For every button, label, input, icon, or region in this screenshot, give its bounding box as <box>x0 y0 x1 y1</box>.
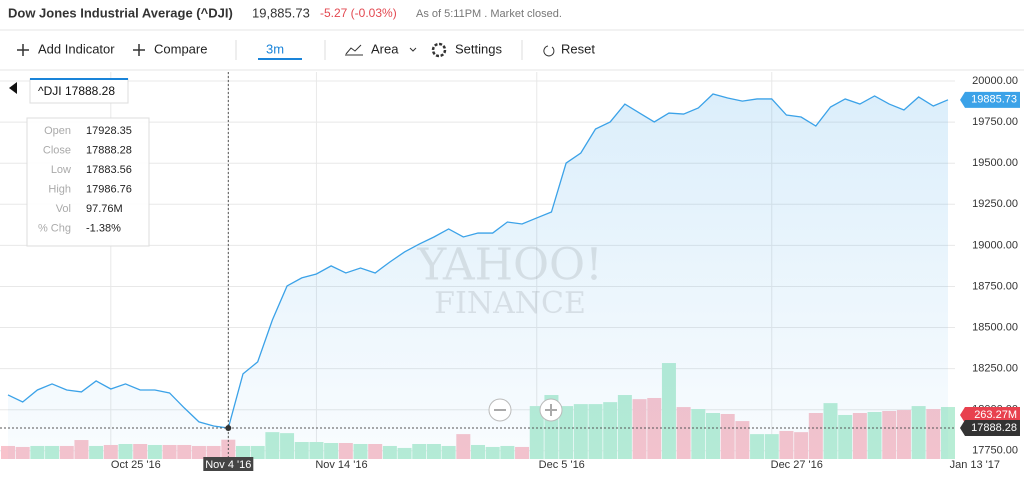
icon <box>133 44 145 56</box>
tooltip-label: Close <box>43 144 71 156</box>
icon <box>543 45 555 57</box>
tooltip-head <box>29 78 129 104</box>
tooltip-label: High <box>48 183 71 195</box>
last-tag <box>960 91 1020 108</box>
tooltip-label: Vol <box>56 203 71 215</box>
tooltip-label: % Chg <box>38 222 71 234</box>
volume-value: 263.27M <box>974 409 1017 421</box>
compare[interactable]: Compare <box>154 41 207 56</box>
watermark: YAHOO! FINANCE <box>416 240 603 322</box>
x-tick-label: Jan 13 '17 <box>950 459 1000 471</box>
x-tick-label: Nov 14 '16 <box>315 459 367 471</box>
tooltip: ^DJI 17888.28 Open 17928.35 Close 17888.28 L… <box>26 78 150 247</box>
watermark-text: YAHOO! <box>416 240 603 291</box>
x-tick-highlight <box>203 457 254 471</box>
range[interactable]: 3m <box>266 41 284 56</box>
line <box>7 93 949 429</box>
tooltip-label: Low <box>51 164 71 176</box>
y-tick-label: 19000.00 <box>972 239 1018 251</box>
x-tick-label: Dec 27 '16 <box>771 459 823 471</box>
area <box>8 94 948 459</box>
crosshair-value: 17888.28 <box>971 422 1017 434</box>
header-price: 19,885.73 <box>252 5 310 20</box>
tooltip-value: 17883.56 <box>86 164 132 176</box>
y-tick-label: 17750.00 <box>972 445 1018 457</box>
tooltip-value: 17888.28 <box>86 144 132 156</box>
y-tick-label: 18250.00 <box>972 363 1018 375</box>
y-tick-label: 20000.00 <box>972 75 1018 87</box>
tooltip-box <box>26 117 150 247</box>
toolbar: Add Indicator Compare 3m Area Settings R… <box>17 40 595 60</box>
settings[interactable]: Settings <box>455 41 502 56</box>
tooltip-title: ^DJI 17888.28 <box>38 84 115 98</box>
scroll-left[interactable] <box>9 82 17 94</box>
icon <box>431 42 447 58</box>
icon <box>409 47 417 52</box>
plot <box>0 72 955 459</box>
header-title: Dow Jones Industrial Average (^DJI) <box>8 5 233 20</box>
last-value: 19885.73 <box>971 94 1017 106</box>
add-indicator[interactable]: Add Indicator <box>38 41 115 56</box>
tooltip-value: 17928.35 <box>86 125 132 137</box>
x-tick-label: Nov 4 '16 <box>205 459 251 471</box>
y-tick-label: 19500.00 <box>972 157 1018 169</box>
volume-tag <box>960 407 1020 424</box>
header-status: As of 5:11PM . Market closed. <box>416 8 562 20</box>
icon <box>17 44 29 56</box>
crosshair-tag <box>960 420 1020 437</box>
chart-type[interactable]: Area <box>371 41 399 56</box>
crosshair-dot <box>225 425 232 432</box>
reset[interactable]: Reset <box>561 41 595 56</box>
tooltip-value: 17986.76 <box>86 183 132 195</box>
tooltip-value: -1.38% <box>86 222 121 234</box>
watermark-text: FINANCE <box>434 286 586 321</box>
y-tick-label: 19750.00 <box>972 116 1018 128</box>
x-tick-label: Oct 25 '16 <box>111 459 161 471</box>
tooltip-value: 97.76M <box>86 203 123 215</box>
y-tick-label: 19250.00 <box>972 198 1018 210</box>
x-tick-label: Dec 5 '16 <box>539 459 585 471</box>
y-tick-label: 18750.00 <box>972 280 1018 292</box>
y-tick-label: 18500.00 <box>972 321 1018 333</box>
tooltip-label: Open <box>44 125 71 137</box>
header-change: -5.27 (-0.03%) <box>320 6 397 20</box>
zoom <box>488 398 563 422</box>
icon <box>345 44 363 56</box>
